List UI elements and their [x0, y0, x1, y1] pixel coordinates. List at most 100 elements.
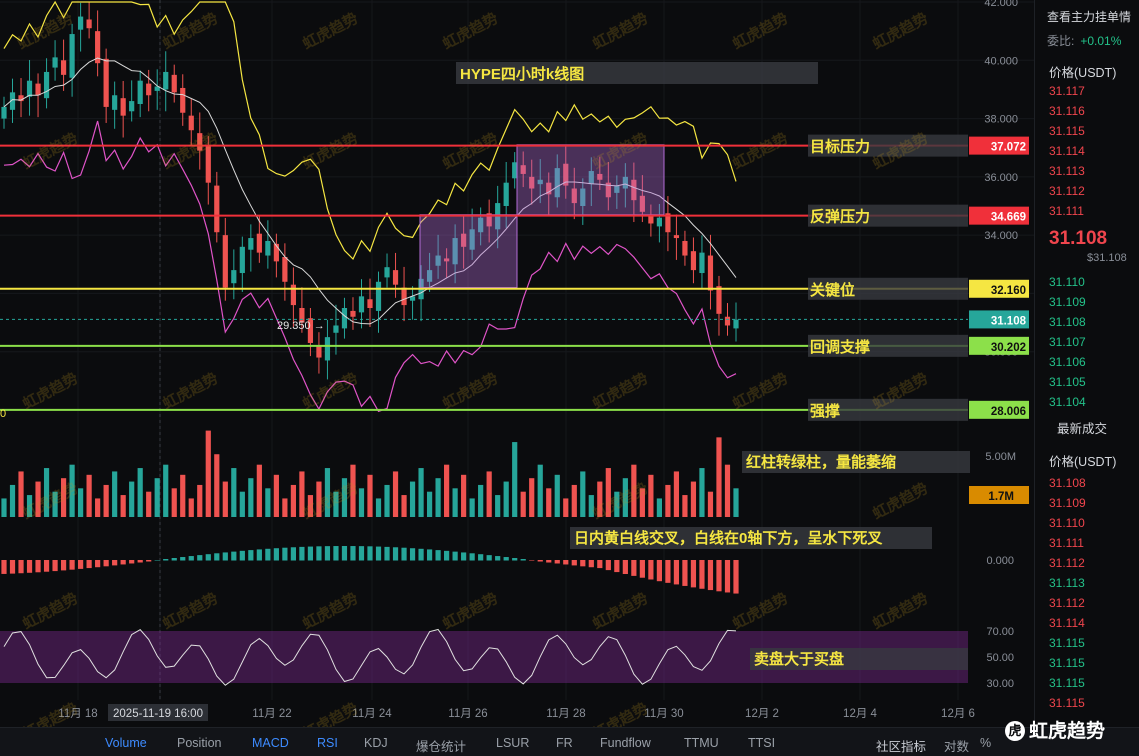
volume-bar — [18, 471, 24, 517]
level-label: 回调支撑 — [810, 338, 870, 356]
candle-body — [571, 188, 577, 204]
brand-name: 虹虎趋势 — [1029, 721, 1106, 742]
candle-body — [707, 255, 714, 291]
volume-bar — [86, 474, 92, 517]
toolbar-right-item[interactable]: % — [980, 736, 992, 750]
volume-tag-text: 1.7M — [988, 491, 1014, 503]
candle-body — [622, 176, 628, 189]
trade-price: 31.115 — [1049, 696, 1085, 710]
macd-bar — [256, 549, 262, 561]
volume-bar — [580, 471, 586, 517]
toolbar-item[interactable]: 爆仓统计 — [416, 740, 467, 754]
toolbar-right-item[interactable]: 社区指标 — [876, 740, 927, 754]
level-label-bg — [808, 277, 968, 300]
price-axis-label: 36.000 — [984, 172, 1018, 184]
chart-title: HYPE四小时k线图 — [460, 65, 584, 83]
volume-bar — [9, 484, 16, 517]
toolbar-item[interactable]: FR — [556, 736, 573, 750]
candlestick-chart[interactable]: 42.00040.00038.00036.00034.00032.00030.0… — [0, 0, 1034, 727]
toolbar-item[interactable]: TTMU — [684, 736, 719, 750]
trade-price: 31.110 — [1049, 516, 1085, 530]
toolbar-item[interactable]: Volume — [105, 736, 147, 750]
macd-bar — [26, 560, 33, 573]
macd-bar — [95, 560, 101, 568]
time-axis-label: 11月 18 — [58, 708, 97, 720]
macd-bar — [9, 560, 16, 574]
toolbar-right-item[interactable]: 对数 — [944, 740, 970, 754]
volume-bar — [631, 464, 637, 517]
level-label-bg — [808, 134, 968, 157]
rsi-axis-label: 50.00 — [986, 652, 1014, 664]
macd-bar — [392, 547, 399, 561]
toolbar-item[interactable]: MACD — [252, 736, 289, 750]
candle-body — [324, 337, 331, 361]
candle-body — [614, 185, 620, 193]
volume-bar — [26, 495, 33, 517]
macd-bar — [656, 560, 662, 582]
candle-body — [341, 308, 348, 329]
toolbar-item[interactable]: Fundflow — [600, 736, 651, 750]
macd-bar — [597, 560, 603, 569]
volume-bar — [239, 491, 245, 517]
trade-price: 31.109 — [1049, 496, 1086, 510]
candle-body — [435, 255, 441, 266]
macd-axis-label: 0.000 — [986, 555, 1014, 567]
macd-bar — [605, 560, 611, 571]
volume-bar — [231, 468, 237, 517]
macd-bar — [86, 560, 92, 569]
time-axis-label: 11月 30 — [644, 708, 683, 720]
candle-body — [333, 325, 339, 333]
level-price-tag — [969, 136, 1029, 155]
volume-bar — [469, 498, 475, 517]
macd-bar — [222, 552, 228, 561]
level-price-tag — [969, 336, 1029, 355]
level-label-bg — [808, 334, 968, 357]
macd-bar — [435, 550, 441, 561]
volume-bar — [409, 481, 416, 517]
bid-price: 31.109 — [1049, 295, 1086, 309]
macd-bar — [631, 560, 637, 576]
volume-bar — [452, 488, 458, 517]
toolbar-item[interactable]: Position — [177, 736, 222, 750]
volume-bar — [426, 491, 433, 517]
candle-body — [444, 258, 450, 262]
toolbar-item[interactable]: LSUR — [496, 736, 530, 750]
volume-bar — [137, 468, 143, 517]
macd-histogram — [1, 546, 739, 594]
macd-bar — [265, 548, 271, 561]
macd-bar — [35, 560, 41, 573]
macd-bar — [52, 560, 58, 572]
volume-bar — [316, 481, 322, 517]
toolbar-item[interactable]: KDJ — [364, 736, 388, 750]
trade-price: 31.112 — [1049, 556, 1085, 570]
volume-bar — [1, 498, 7, 517]
volume-bar — [171, 488, 177, 517]
macd-bar — [512, 558, 518, 561]
candle-body — [478, 217, 484, 233]
macd-bar — [231, 551, 237, 561]
candle-body — [214, 185, 220, 233]
time-axis-label: 12月 4 — [843, 708, 877, 720]
toolbar-item[interactable]: TTSI — [748, 736, 776, 750]
macd-bar — [154, 560, 160, 561]
volume-bar — [656, 498, 662, 517]
latest-trades-header[interactable]: 最新成交 — [1057, 422, 1108, 436]
order-book-header[interactable]: 查看主力挂单情 — [1047, 10, 1132, 24]
macd-bar — [495, 556, 501, 561]
candle-body — [648, 214, 654, 224]
volume-bar — [129, 481, 135, 517]
volume-bar — [341, 478, 348, 517]
indicator-toolbar: Volume Position MACD RSI KDJ 爆仓统计 LSUR FR Fundfl… — [0, 727, 1139, 756]
candle-body — [231, 270, 237, 284]
volume-bar — [563, 498, 569, 517]
level-price-tag-text: 32.160 — [991, 285, 1026, 297]
price-axis-label: 38.000 — [984, 114, 1018, 126]
toolbar-item[interactable]: RSI — [317, 736, 338, 750]
trade-price: 31.115 — [1049, 676, 1085, 690]
price-axis-label: 40.000 — [984, 55, 1018, 67]
ask-price: 31.114 — [1049, 144, 1085, 158]
macd-bar — [571, 560, 577, 566]
candle-body — [282, 257, 288, 282]
candle-body — [375, 281, 382, 311]
time-axis-label: 11月 28 — [546, 708, 585, 720]
